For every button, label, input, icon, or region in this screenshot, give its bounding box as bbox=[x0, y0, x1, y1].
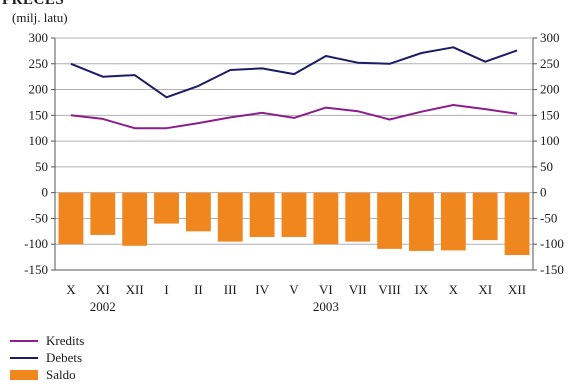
saldo-bar bbox=[154, 192, 179, 224]
y-tick-label-left: -150 bbox=[24, 262, 48, 277]
debets-line bbox=[70, 46, 518, 99]
saldo-bar bbox=[472, 192, 498, 241]
y-tick-label-right: -100 bbox=[540, 236, 564, 251]
x-tick-label: VIII bbox=[378, 282, 400, 297]
x-tick-label: XI bbox=[478, 282, 492, 297]
x-tick-label: III bbox=[224, 282, 237, 297]
saldo-bar bbox=[345, 192, 371, 242]
axis-labels: 300 300 250 250 200 200 150 150 100 100 50 50 0 0 -50 -… bbox=[24, 30, 564, 314]
page-title: PRECES bbox=[2, 0, 65, 8]
y-tick-label-right: 150 bbox=[540, 107, 560, 122]
y-tick-label-left: 300 bbox=[29, 30, 49, 45]
saldo-bar bbox=[217, 192, 243, 242]
unit-label: (milj. latu) bbox=[12, 10, 68, 25]
legend-label-debets: Debets bbox=[46, 349, 83, 365]
y-tick-label-left: -100 bbox=[24, 236, 48, 251]
y-tick-label-left: -50 bbox=[31, 210, 48, 225]
x-tick-label: IV bbox=[255, 282, 269, 297]
series-lines bbox=[70, 46, 518, 130]
legend-swatch-kredits bbox=[10, 339, 38, 342]
y-tick-label-right: 250 bbox=[540, 56, 560, 71]
saldo-bar bbox=[281, 192, 307, 238]
legend-label-saldo: Saldo bbox=[46, 366, 76, 382]
y-tick-label-right: 0 bbox=[540, 185, 547, 200]
y-tick-label-right: 100 bbox=[540, 133, 560, 148]
year-label: 2003 bbox=[313, 299, 339, 314]
saldo-bar bbox=[504, 192, 530, 256]
saldo-bar bbox=[377, 192, 403, 249]
x-tick-label: XII bbox=[126, 282, 144, 297]
y-tick-label-left: 0 bbox=[42, 185, 49, 200]
legend-item-kredits: Kredits bbox=[10, 332, 84, 349]
x-tick-label: VI bbox=[319, 282, 333, 297]
y-tick-label-left: 150 bbox=[29, 107, 49, 122]
legend-item-saldo: Saldo bbox=[10, 366, 84, 383]
saldo-bar bbox=[185, 192, 211, 232]
legend: Kredits Debets Saldo bbox=[10, 332, 84, 383]
x-tick-label: XII bbox=[508, 282, 526, 297]
x-tick-label: I bbox=[164, 282, 168, 297]
kredits-line bbox=[70, 104, 518, 130]
legend-swatch-debets bbox=[10, 356, 38, 359]
x-tick-label: V bbox=[289, 282, 299, 297]
legend-label-kredits: Kredits bbox=[46, 332, 85, 348]
y-tick-label-left: 200 bbox=[29, 82, 49, 97]
saldo-bars bbox=[58, 192, 530, 256]
saldo-bar bbox=[440, 192, 466, 251]
y-tick-label-right: 50 bbox=[540, 159, 553, 174]
saldo-bar bbox=[313, 192, 339, 245]
y-tick-label-left: 250 bbox=[29, 56, 49, 71]
y-tick-label-right: -50 bbox=[540, 210, 557, 225]
saldo-bar bbox=[249, 192, 275, 238]
x-tick-label: XI bbox=[96, 282, 110, 297]
y-tick-label-right: 300 bbox=[540, 30, 560, 45]
saldo-bar bbox=[122, 192, 148, 246]
y-tick-label-right: 200 bbox=[540, 82, 560, 97]
x-tick-label: X bbox=[66, 282, 76, 297]
y-tick-label-right: -150 bbox=[540, 262, 564, 277]
plot-frame bbox=[51, 37, 537, 271]
x-tick-label: II bbox=[194, 282, 203, 297]
legend-item-debets: Debets bbox=[10, 349, 84, 366]
y-tick-label-left: 50 bbox=[35, 159, 48, 174]
legend-swatch-saldo bbox=[10, 369, 38, 380]
x-tick-label: IX bbox=[415, 282, 429, 297]
saldo-bar bbox=[409, 192, 434, 251]
saldo-bar bbox=[90, 192, 116, 235]
x-tick-label: X bbox=[449, 282, 459, 297]
saldo-bar bbox=[58, 192, 84, 245]
year-label: 2002 bbox=[90, 299, 116, 314]
x-tick-label: VII bbox=[349, 282, 367, 297]
y-tick-label-left: 100 bbox=[29, 133, 49, 148]
